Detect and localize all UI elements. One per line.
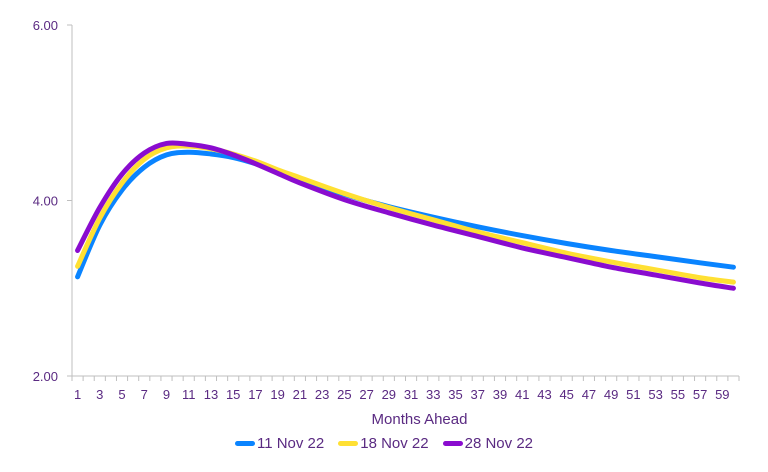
- x-tick-label: 3: [96, 387, 103, 402]
- y-tick-label: 2.00: [33, 369, 58, 384]
- x-tick-label: 15: [226, 387, 240, 402]
- legend-label: 18 Nov 22: [360, 435, 429, 452]
- x-tick-label: 43: [537, 387, 551, 402]
- x-tick-label: 19: [270, 387, 284, 402]
- legend-swatch: [338, 441, 359, 446]
- x-tick-label: 59: [715, 387, 729, 402]
- legend-label: 11 Nov 22: [256, 435, 325, 452]
- x-tick-label: 33: [426, 387, 440, 402]
- y-tick-label: 6.00: [33, 18, 58, 33]
- x-tick-label: 51: [626, 387, 640, 402]
- x-tick-label: 37: [471, 387, 485, 402]
- x-tick-label: 23: [315, 387, 329, 402]
- x-tick-label: 53: [648, 387, 662, 402]
- x-tick-label: 11: [182, 387, 196, 402]
- x-tick-label: 41: [515, 387, 529, 402]
- legend-item-18-nov: 18 Nov 22: [338, 435, 429, 452]
- x-tick-label: 27: [359, 387, 373, 402]
- x-tick-label: 55: [671, 387, 685, 402]
- x-tick-label: 25: [337, 387, 351, 402]
- series-line-18-nov-22: [75, 143, 736, 285]
- legend: 11 Nov 22 18 Nov 22 28 Nov 22: [0, 435, 768, 452]
- x-tick-label: 9: [163, 387, 170, 402]
- x-tick-label: 1: [74, 387, 81, 402]
- x-tick-label: 31: [404, 387, 418, 402]
- x-tick-label: 35: [448, 387, 462, 402]
- x-tick-label: 5: [118, 387, 125, 402]
- x-tick-label: 13: [204, 387, 218, 402]
- legend-item-11-nov: 11 Nov 22: [234, 435, 325, 452]
- x-tick-label: 17: [248, 387, 262, 402]
- x-tick-label: 29: [382, 387, 396, 402]
- x-tick-label: 45: [559, 387, 573, 402]
- y-tick-label: 4.00: [33, 194, 58, 209]
- series-line-28-nov-22: [75, 140, 736, 291]
- legend-item-28-nov: 28 Nov 22: [442, 435, 534, 452]
- legend-swatch: [234, 441, 255, 446]
- legend-swatch: [442, 441, 463, 446]
- legend-label: 28 Nov 22: [464, 435, 534, 452]
- x-tick-label: 39: [493, 387, 507, 402]
- x-tick-label: 7: [141, 387, 148, 402]
- x-tick-label: 49: [604, 387, 618, 402]
- x-tick-label: 21: [293, 387, 307, 402]
- x-tick-label: 57: [693, 387, 707, 402]
- x-tick-label: 47: [582, 387, 596, 402]
- x-axis-title: Months Ahead: [372, 411, 468, 428]
